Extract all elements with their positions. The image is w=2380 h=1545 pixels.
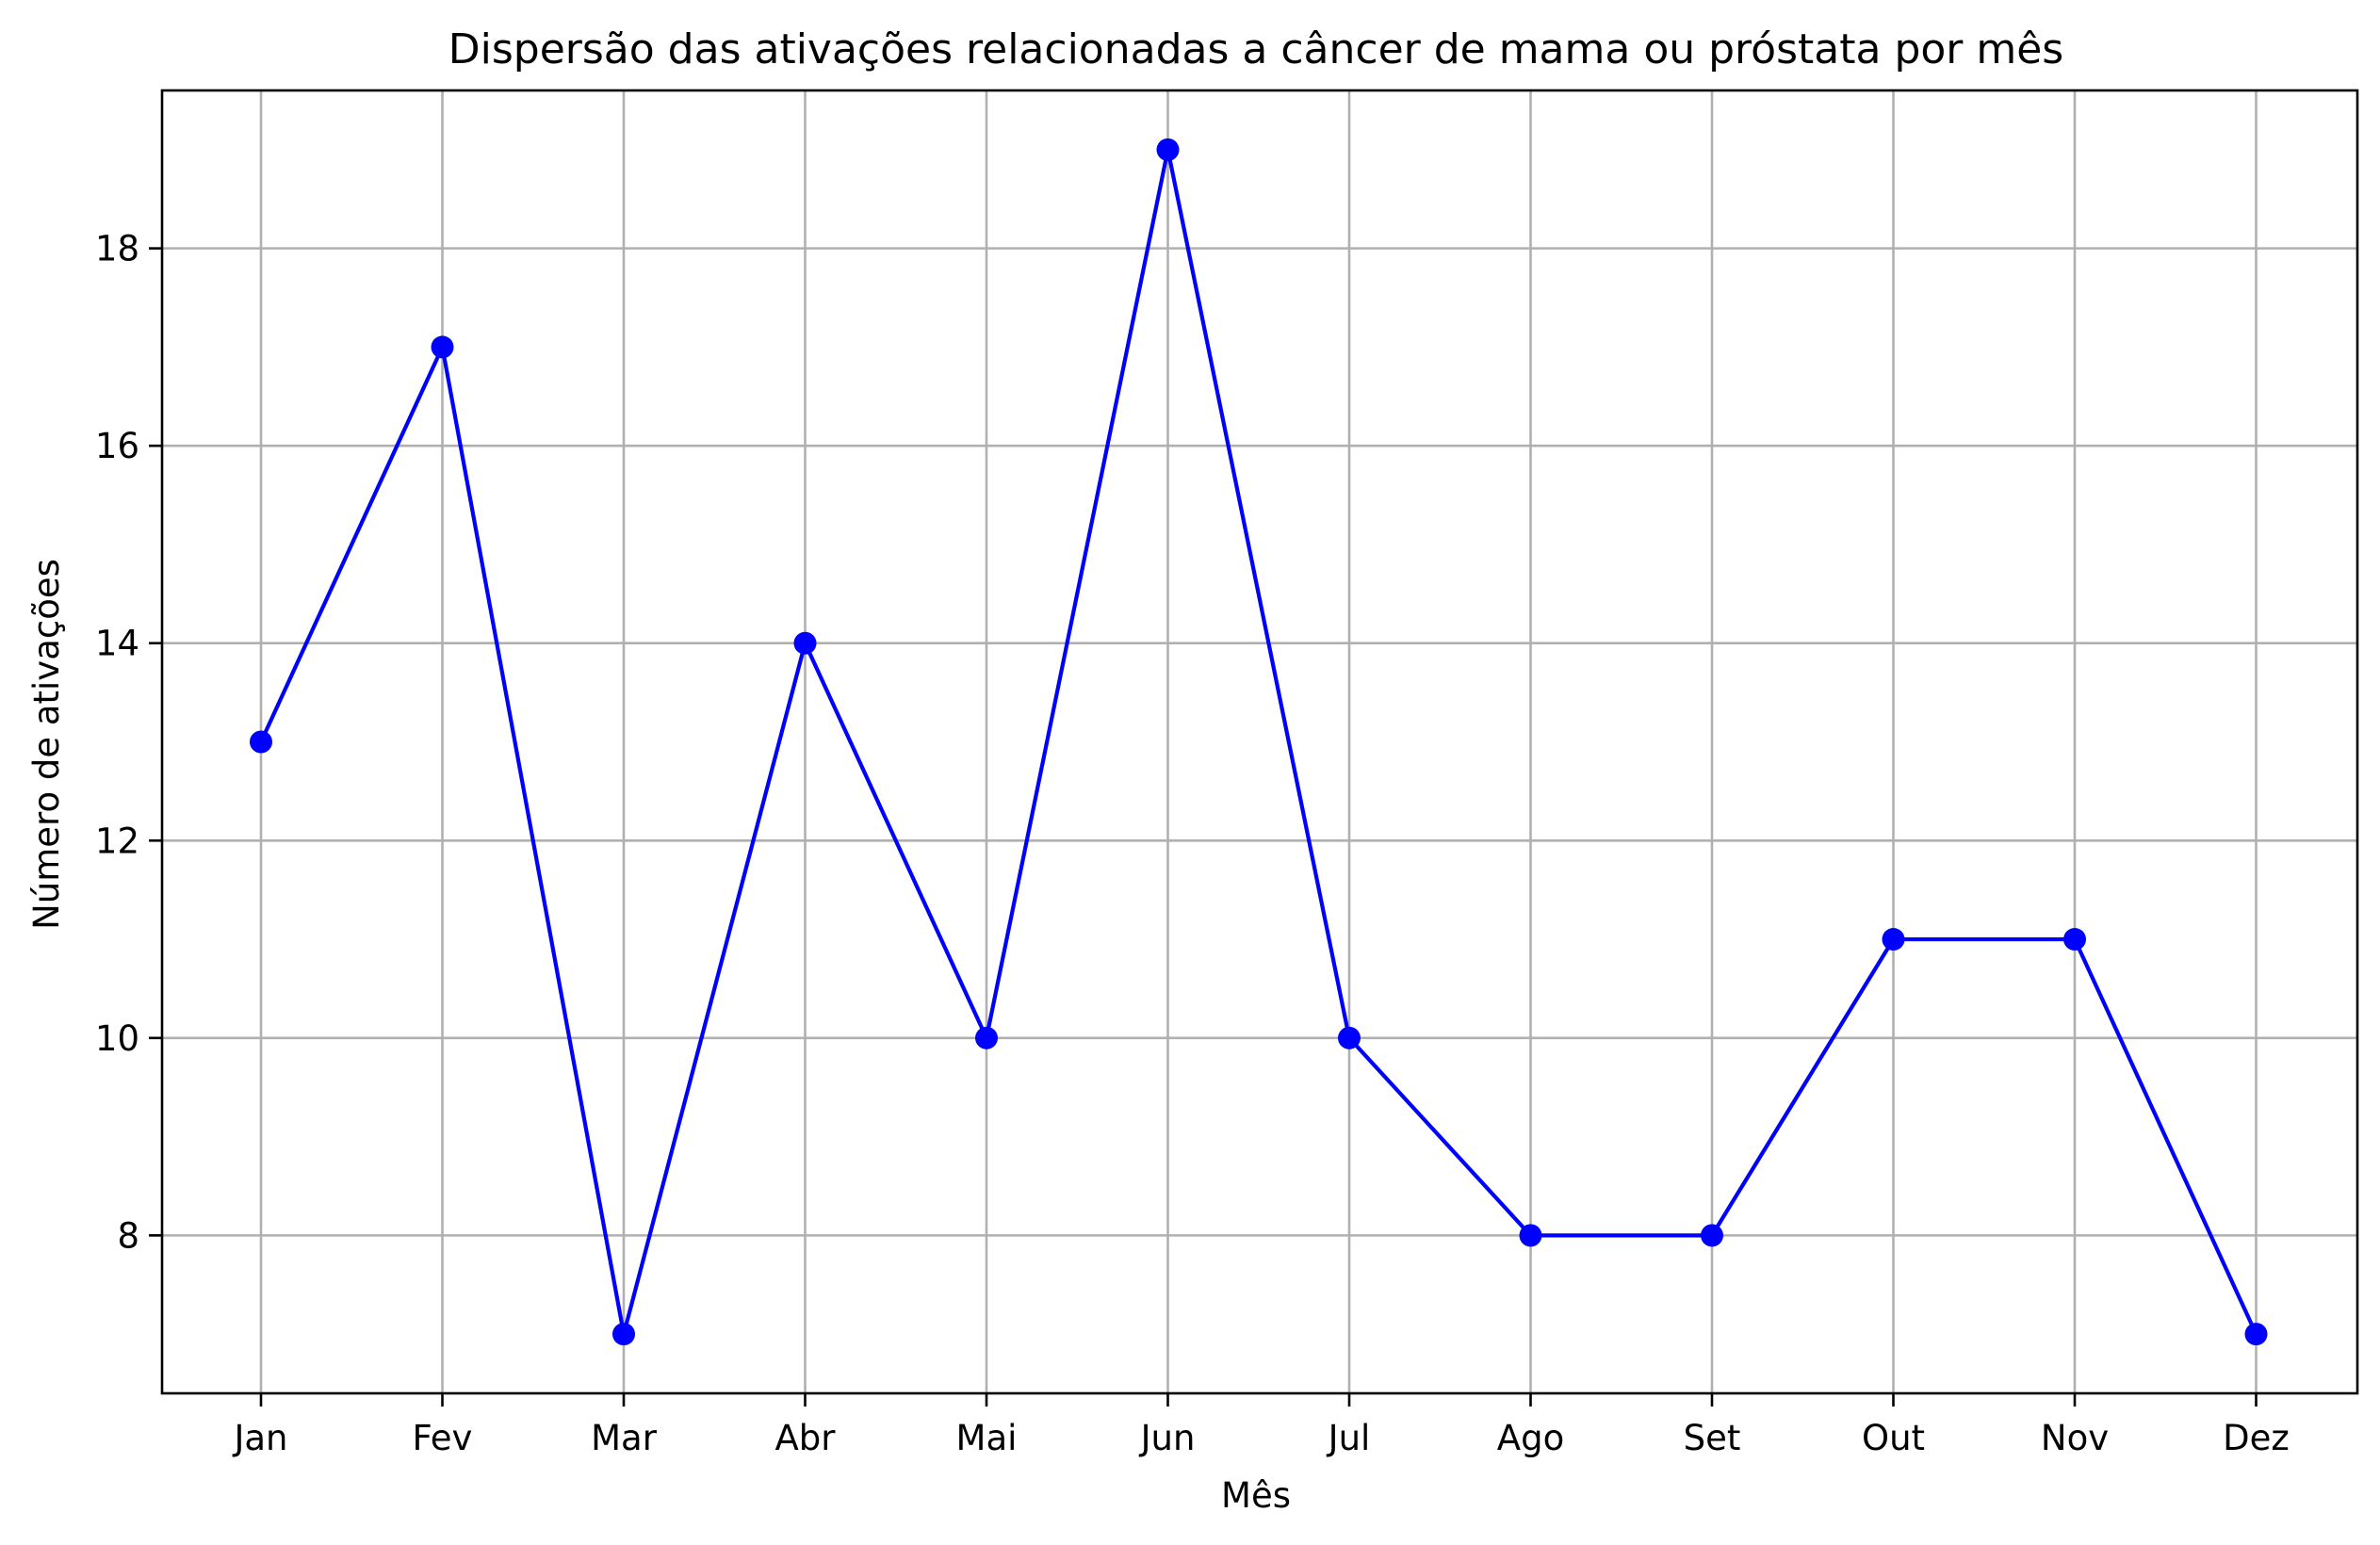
- data-point: [612, 1323, 635, 1346]
- x-tick-label: Out: [1862, 1418, 1925, 1458]
- data-point: [1338, 1026, 1361, 1049]
- x-tick-label: Jun: [1139, 1418, 1196, 1458]
- x-tick-label: Dez: [2223, 1418, 2290, 1458]
- data-point: [2244, 1323, 2268, 1346]
- y-tick-label: 10: [95, 1018, 139, 1059]
- series-line: [259, 149, 2258, 1336]
- chart-title: Dispersão das ativações relacionadas a c…: [448, 25, 2063, 73]
- x-tick-label: Fev: [413, 1418, 473, 1458]
- data-point: [1882, 928, 1905, 951]
- series-layer: [250, 138, 2268, 1346]
- data-point: [793, 631, 817, 655]
- x-tick-label: Set: [1684, 1418, 1741, 1458]
- y-tick-label: 12: [95, 821, 139, 861]
- data-point: [975, 1026, 998, 1049]
- data-point: [2063, 928, 2086, 951]
- y-tick-label: 18: [95, 229, 139, 269]
- y-axis: 8 10 12 14 16 18: [95, 229, 162, 1256]
- x-tick-label: Jan: [232, 1418, 287, 1458]
- y-tick-label: 8: [117, 1215, 139, 1256]
- grid: [162, 90, 2357, 1393]
- data-point: [1519, 1224, 1542, 1247]
- x-tick-label: Jul: [1327, 1418, 1371, 1458]
- data-point: [431, 335, 454, 359]
- plot-frame: [160, 89, 2359, 1395]
- x-tick-label: Mar: [591, 1418, 658, 1458]
- data-point: [1701, 1224, 1723, 1247]
- y-tick-label: 14: [95, 624, 139, 664]
- x-tick-label: Abr: [774, 1418, 836, 1458]
- x-tick-label: Mai: [956, 1418, 1018, 1458]
- x-tick-label: Nov: [2041, 1418, 2109, 1458]
- x-axis: Jan Fev Mar Abr Mai Jun Jul Ago Set Out Nov Dez: [232, 1393, 2290, 1458]
- data-point: [1156, 138, 1180, 161]
- x-tick-label: Ago: [1497, 1418, 1564, 1458]
- x-axis-label: Mês: [1221, 1475, 1291, 1516]
- y-tick-label: 16: [95, 426, 139, 466]
- data-point: [250, 730, 272, 754]
- y-axis-label: Número de ativações: [26, 559, 67, 930]
